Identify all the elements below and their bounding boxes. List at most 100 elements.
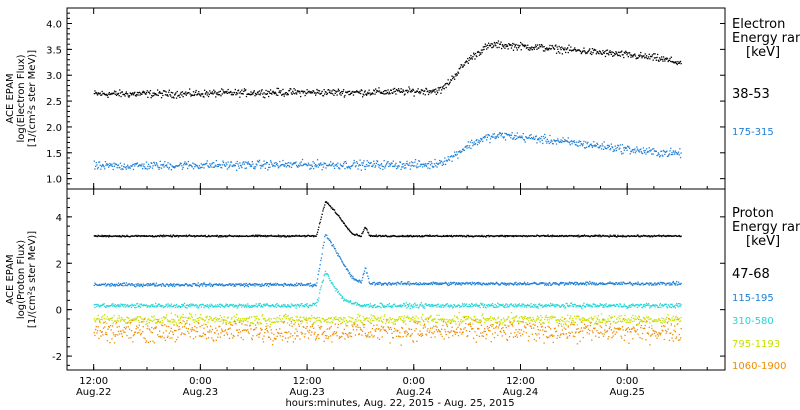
data-point: [290, 283, 292, 285]
data-point: [542, 235, 544, 237]
data-point: [548, 281, 550, 284]
data-point: [115, 91, 117, 93]
data-point: [309, 317, 311, 319]
data-point: [288, 90, 290, 92]
data-point: [210, 166, 212, 168]
data-point: [538, 303, 540, 306]
data-point: [501, 133, 503, 135]
data-point: [601, 282, 603, 284]
data-point: [495, 137, 498, 139]
data-point: [130, 304, 132, 306]
data-point: [520, 235, 522, 237]
data-point: [210, 317, 212, 319]
data-point: [455, 75, 457, 77]
data-point: [630, 56, 632, 58]
data-point: [508, 133, 510, 136]
data-point: [211, 163, 213, 165]
data-point: [395, 168, 398, 170]
data-point: [504, 234, 506, 237]
data-point: [140, 92, 142, 94]
data-point: [470, 235, 472, 237]
data-point: [307, 164, 309, 166]
data-point: [550, 48, 552, 50]
data-point: [398, 305, 400, 307]
data-point: [95, 318, 97, 320]
data-point: [418, 160, 420, 162]
data-point: [145, 93, 147, 95]
data-point: [492, 305, 494, 307]
data-point: [100, 94, 102, 96]
data-point: [328, 163, 330, 165]
data-point: [294, 319, 296, 322]
data-point: [331, 90, 333, 92]
data-point: [121, 282, 123, 285]
data-point: [353, 279, 355, 281]
data-point: [190, 284, 192, 286]
data-point: [567, 283, 569, 285]
data-point: [501, 47, 503, 50]
data-point: [415, 165, 417, 167]
data-point: [484, 283, 486, 285]
data-point: [607, 235, 609, 237]
data-point: [243, 235, 246, 237]
data-point: [509, 282, 511, 284]
data-point: [514, 134, 516, 137]
data-point: [247, 161, 249, 163]
data-point: [424, 282, 426, 285]
data-point: [388, 303, 390, 305]
data-point: [177, 165, 179, 167]
data-point: [365, 94, 368, 96]
data-point: [516, 284, 518, 286]
data-point: [136, 235, 138, 237]
data-point: [294, 89, 296, 91]
data-point: [395, 284, 398, 286]
data-point: [659, 57, 661, 59]
data-point: [378, 90, 381, 92]
data-point: [420, 91, 422, 93]
data-point: [367, 165, 369, 167]
data-point: [506, 235, 508, 237]
data-point: [140, 165, 142, 167]
data-point: [306, 303, 308, 305]
data-point: [603, 306, 605, 308]
data-point: [331, 208, 334, 210]
data-point: [201, 166, 203, 168]
data-point: [461, 303, 464, 305]
data-point: [413, 283, 415, 285]
data-point: [300, 322, 302, 325]
data-point: [160, 285, 163, 287]
data-point: [211, 304, 213, 306]
data-point: [651, 235, 653, 237]
data-point: [193, 163, 195, 165]
data-point: [501, 282, 503, 284]
data-point: [305, 93, 308, 95]
data-point: [190, 313, 192, 315]
data-point: [380, 235, 383, 237]
data-point: [204, 320, 206, 322]
data-point: [421, 235, 423, 237]
data-point: [177, 95, 179, 97]
data-point: [540, 44, 543, 46]
data-point: [372, 93, 374, 95]
data-point: [207, 234, 210, 237]
data-point: [258, 159, 261, 161]
data-point: [350, 232, 353, 234]
data-point: [465, 282, 467, 284]
data-point: [316, 320, 318, 322]
data-point: [394, 305, 396, 307]
data-point: [309, 282, 312, 284]
data-point: [449, 305, 451, 307]
data-point: [209, 305, 212, 307]
data-point: [177, 283, 179, 285]
data-point: [199, 304, 201, 306]
data-point: [167, 303, 169, 305]
data-point: [287, 93, 289, 96]
data-point: [292, 319, 294, 321]
data-point: [246, 162, 248, 164]
data-point: [642, 147, 644, 149]
data-point: [108, 166, 110, 168]
data-point: [169, 235, 171, 237]
data-point: [487, 134, 489, 136]
data-point: [437, 235, 439, 237]
data-point: [602, 52, 605, 54]
